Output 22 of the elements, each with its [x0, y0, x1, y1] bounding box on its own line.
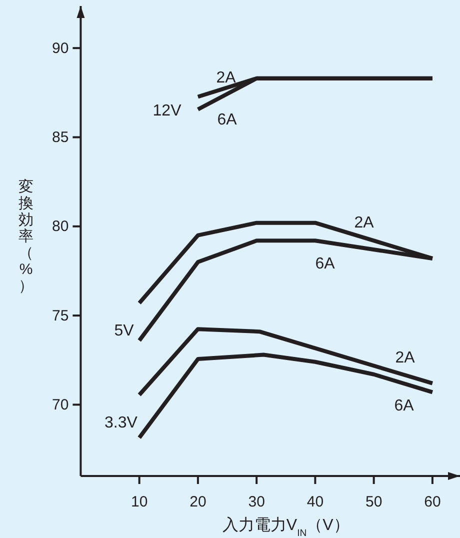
annotation: 6A	[394, 398, 414, 415]
x-tick-label: 20	[190, 494, 206, 511]
x-tick-label: 30	[248, 494, 265, 511]
annotation: 12V	[152, 102, 182, 120]
y-tick-label: 85	[52, 129, 69, 146]
annotation: 6A	[315, 256, 336, 273]
annotation: 2A	[354, 214, 374, 232]
x-axis-title: 入力電力V$_{IN}$（V）	[222, 516, 350, 538]
x-tick-label: 50	[365, 494, 382, 511]
y-tick-label: 90	[52, 40, 69, 57]
annotation: 2A	[395, 350, 416, 367]
x-tick-label: 40	[306, 494, 324, 511]
y-tick-label: 80	[52, 218, 69, 236]
annotation: 5V	[114, 322, 134, 340]
x-tick-label: 10	[130, 494, 148, 511]
annotation: 6A	[217, 112, 238, 129]
y-axis-title: 変換効率（%）	[18, 178, 34, 294]
annotation: 3.3V	[104, 414, 138, 432]
y-tick-label: 70	[52, 396, 69, 414]
y-tick-label: 75	[52, 307, 69, 324]
annotation: 2A	[216, 70, 236, 87]
x-tick-label: 60	[424, 494, 441, 511]
